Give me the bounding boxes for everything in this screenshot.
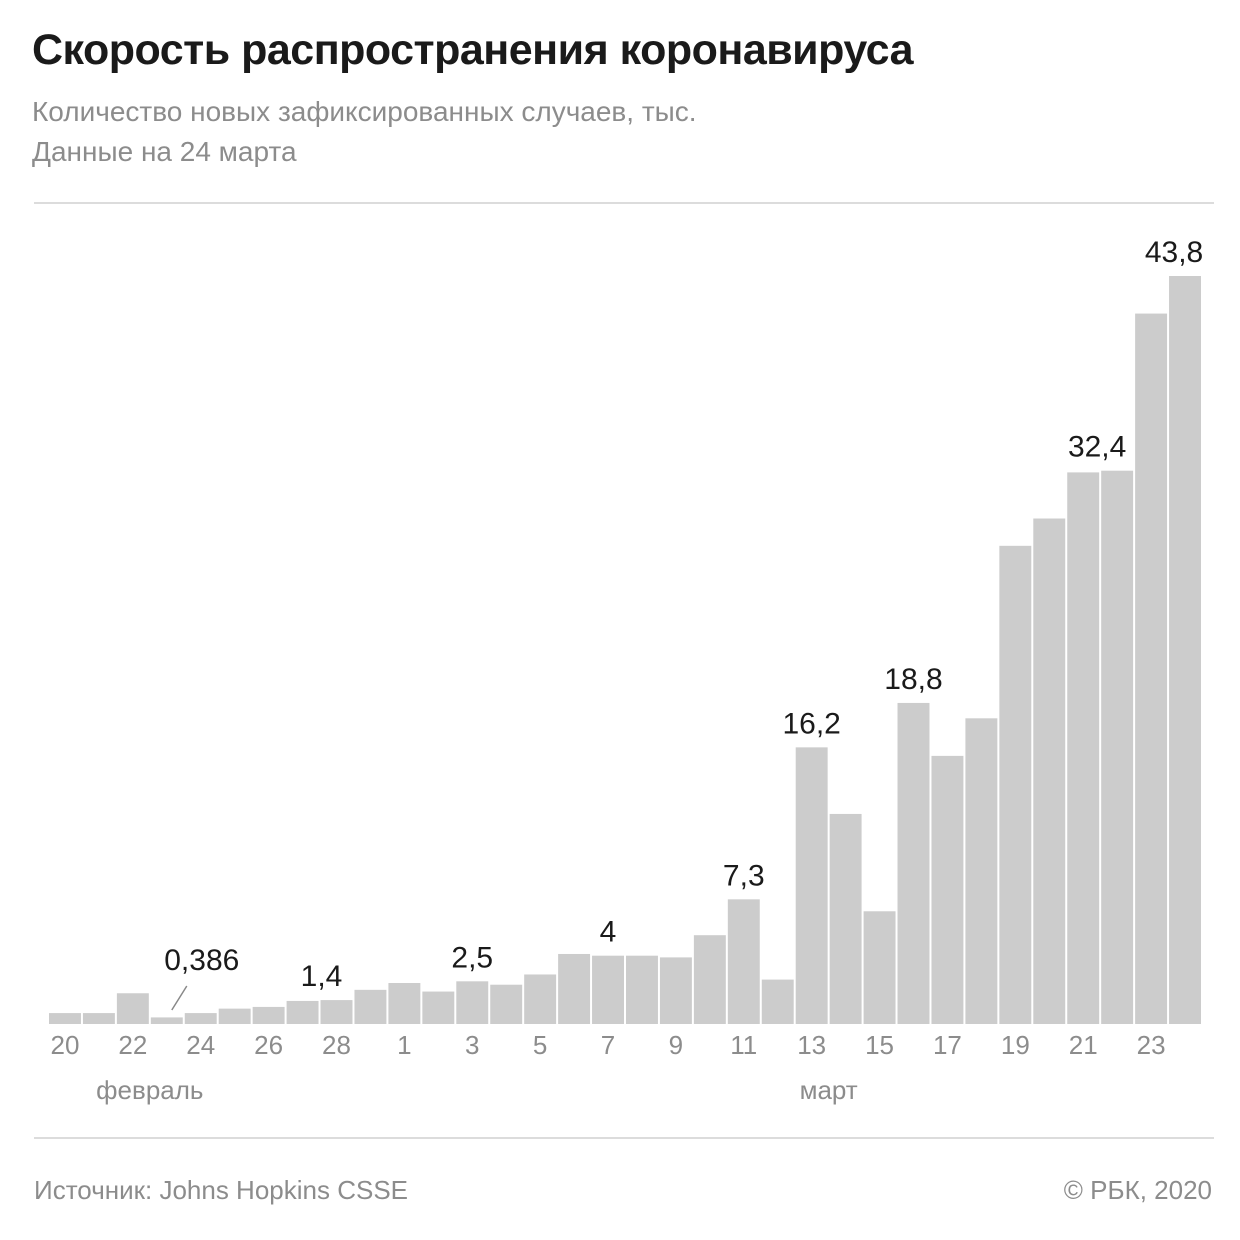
x-tick-label: 15 (865, 1030, 894, 1060)
bar (626, 955, 658, 1024)
chart-subtitle: Количество новых зафиксированных случаев… (32, 96, 697, 127)
bar (795, 747, 828, 1024)
data-label: 7,3 (723, 859, 765, 892)
bar (829, 813, 862, 1024)
bar (388, 983, 421, 1024)
month-label: март (800, 1075, 858, 1105)
bar (1169, 276, 1201, 1024)
x-tick-label: 13 (797, 1030, 826, 1060)
bar (1101, 470, 1134, 1024)
bottom-divider (34, 1137, 1214, 1139)
bar (1135, 313, 1168, 1024)
bar (252, 1006, 285, 1024)
bar (1067, 472, 1100, 1024)
x-tick-label: 3 (465, 1030, 479, 1060)
bar (965, 718, 998, 1024)
bar (49, 1013, 81, 1024)
bar (184, 1013, 217, 1024)
x-tick-label: 22 (118, 1030, 147, 1060)
data-label: 4 (600, 916, 617, 949)
top-divider (34, 202, 1214, 204)
x-tick-label: 20 (51, 1030, 80, 1060)
chart-title: Скорость распространения коронавируса (32, 26, 914, 74)
bar (999, 545, 1032, 1024)
data-label: 43,8 (1145, 236, 1203, 269)
bar (659, 957, 692, 1024)
x-tick-label: 17 (933, 1030, 962, 1060)
bar (320, 1000, 353, 1024)
data-label: 0,386 (164, 944, 239, 977)
bar (150, 1017, 183, 1024)
data-label: 1,4 (301, 960, 343, 993)
bar (897, 702, 930, 1024)
data-label: 16,2 (782, 707, 840, 740)
bar (354, 989, 387, 1024)
bar (218, 1008, 251, 1024)
x-tick-label: 21 (1069, 1030, 1098, 1060)
bar (286, 1000, 319, 1024)
chart-date-note: Данные на 24 марта (32, 136, 297, 167)
data-label: 2,5 (451, 941, 493, 974)
bar (116, 993, 149, 1024)
bar (82, 1013, 115, 1024)
x-tick-label: 1 (397, 1030, 411, 1060)
bar (863, 911, 896, 1024)
bar (727, 899, 760, 1024)
x-tick-label: 9 (669, 1030, 683, 1060)
data-label: 32,4 (1068, 431, 1126, 464)
x-tick-label: 26 (254, 1030, 283, 1060)
bar (931, 755, 964, 1024)
x-tick-label: 7 (601, 1030, 615, 1060)
bar (592, 955, 624, 1024)
x-tick-label: 24 (186, 1030, 215, 1060)
bar (761, 979, 794, 1024)
copyright: © РБК, 2020 (1063, 1175, 1212, 1205)
x-tick-label: 19 (1001, 1030, 1030, 1060)
bar (558, 953, 591, 1024)
bar (1033, 518, 1066, 1024)
bar (456, 981, 489, 1024)
x-tick-label: 23 (1137, 1030, 1166, 1060)
bar (693, 935, 726, 1024)
bar (524, 974, 557, 1024)
month-label: февраль (96, 1075, 203, 1105)
x-tick-label: 11 (730, 1030, 757, 1060)
bar (422, 991, 455, 1024)
x-tick-label: 28 (322, 1030, 351, 1060)
bar (490, 984, 523, 1024)
data-label: 18,8 (884, 663, 942, 696)
x-tick-label: 5 (533, 1030, 547, 1060)
leader-line (171, 985, 188, 1011)
source-note: Источник: Johns Hopkins CSSE (34, 1175, 409, 1205)
